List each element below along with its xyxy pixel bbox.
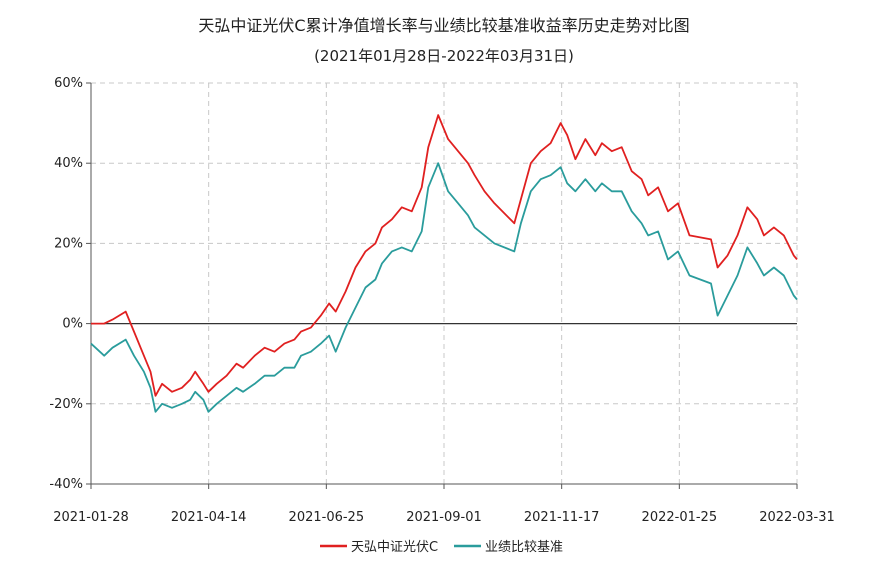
axes bbox=[86, 82, 798, 489]
y-tick-label: 20% bbox=[54, 236, 83, 251]
x-tick-label: 2022-01-25 bbox=[642, 510, 718, 525]
legend: 天弘中证光伏C 业绩比较基准 bbox=[320, 540, 563, 555]
legend-label-benchmark: 业绩比较基准 bbox=[485, 540, 563, 555]
x-tick-label: 2021-06-25 bbox=[289, 510, 365, 525]
series-lines bbox=[90, 114, 798, 413]
y-tick-label: 60% bbox=[54, 76, 83, 91]
series-line-benchmark bbox=[90, 162, 798, 413]
y-axis-tick-labels: 60% 40% 20% 0% -20% -40% bbox=[49, 76, 83, 492]
y-tick-label: -40% bbox=[49, 477, 83, 492]
x-tick-label: 2022-03-31 bbox=[759, 510, 835, 525]
x-tick-label: 2021-01-28 bbox=[53, 510, 129, 525]
series-line-fund bbox=[91, 114, 798, 397]
y-tick-label: 0% bbox=[62, 317, 83, 332]
chart-subtitle: (2021年01月28日-2022年03月31日) bbox=[314, 47, 574, 65]
x-tick-label: 2021-11-17 bbox=[524, 510, 600, 525]
y-tick-label: 40% bbox=[54, 156, 83, 171]
grid-lines bbox=[91, 82, 798, 485]
x-axis-tick-labels: 2021-01-28 2021-04-14 2021-06-25 2021-09-01… bbox=[53, 510, 835, 525]
x-tick-label: 2021-04-14 bbox=[171, 510, 247, 525]
chart-title: 天弘中证光伏C累计净值增长率与业绩比较基准收益率历史走势对比图 bbox=[198, 16, 690, 35]
y-tick-label: -20% bbox=[49, 397, 83, 412]
legend-label-fund: 天弘中证光伏C bbox=[351, 540, 438, 555]
x-tick-label: 2021-09-01 bbox=[406, 510, 482, 525]
